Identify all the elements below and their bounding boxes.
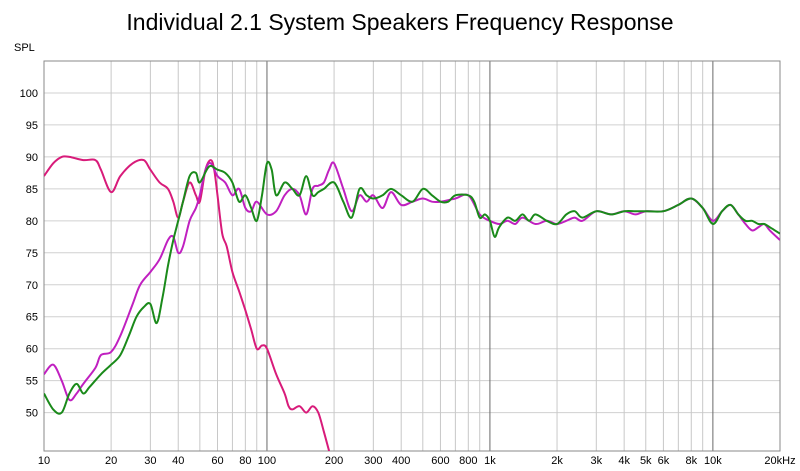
x-tick-label: 200: [325, 455, 343, 467]
x-tick-label: 10k: [704, 455, 722, 467]
y-axis-label: SPL: [14, 42, 35, 54]
plot-background: [44, 61, 780, 451]
x-tick-label: 1k: [484, 455, 496, 467]
y-tick-label: 90: [26, 152, 38, 164]
y-tick-label: 65: [26, 312, 38, 324]
y-tick-label: 55: [26, 376, 38, 388]
x-tick-label: 5k: [640, 455, 652, 467]
y-tick-label: 100: [20, 88, 38, 100]
x-tick-label: 300: [364, 455, 382, 467]
plot-frame: [43, 60, 781, 452]
x-tick-label: 800: [459, 455, 477, 467]
x-tick-label: 8k: [685, 455, 697, 467]
series-line-1: [44, 155, 331, 451]
x-tick-label: 100: [258, 455, 276, 467]
x-tick-label: 20: [105, 455, 117, 467]
x-tick-label: 3k: [590, 455, 602, 467]
plot-area: 50 55 60 65 70 75 80 85 90 95 100 10 20 30 40 60 80 100 20…: [20, 60, 796, 467]
x-tick-label: 6k: [658, 455, 670, 467]
x-tick-label: 20kHz: [764, 455, 795, 467]
x-tick-label: 30: [144, 455, 156, 467]
x-tick-label: 4k: [618, 455, 630, 467]
x-tick-label: 40: [172, 455, 184, 467]
x-tick-label: 10: [38, 455, 50, 467]
y-tick-label: 85: [26, 184, 38, 196]
x-tick-label: 400: [392, 455, 410, 467]
y-tick-label: 75: [26, 248, 38, 260]
y-tick-label: 70: [26, 280, 38, 292]
y-tick-label: 95: [26, 120, 38, 132]
chart-title: Individual 2.1 System Speakers Frequency…: [126, 9, 673, 35]
y-tick-label: 50: [26, 408, 38, 420]
series-line-3: [44, 160, 780, 415]
x-tick-label: 60: [211, 455, 223, 467]
y-tick-label: 60: [26, 344, 38, 356]
x-tick-label: 80: [239, 455, 251, 467]
x-tick-label: 2k: [551, 455, 563, 467]
x-tick-label: 600: [431, 455, 449, 467]
y-tick-label: 80: [26, 216, 38, 228]
